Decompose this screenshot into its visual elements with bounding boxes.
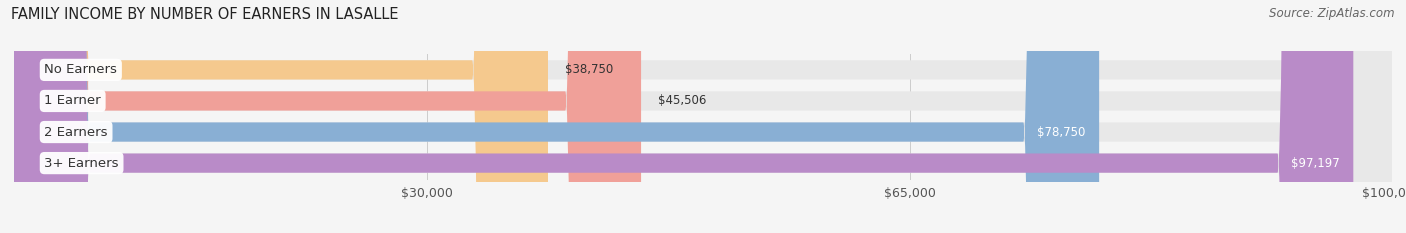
Text: $38,750: $38,750 (565, 63, 613, 76)
FancyBboxPatch shape (14, 0, 1099, 233)
Text: $97,197: $97,197 (1291, 157, 1340, 170)
Text: Source: ZipAtlas.com: Source: ZipAtlas.com (1270, 7, 1395, 20)
Text: 2 Earners: 2 Earners (45, 126, 108, 139)
Text: $45,506: $45,506 (658, 94, 706, 107)
FancyBboxPatch shape (14, 0, 1392, 233)
FancyBboxPatch shape (14, 0, 641, 233)
FancyBboxPatch shape (14, 0, 1354, 233)
FancyBboxPatch shape (14, 0, 548, 233)
FancyBboxPatch shape (14, 0, 1392, 233)
Text: $78,750: $78,750 (1038, 126, 1085, 139)
FancyBboxPatch shape (14, 0, 1392, 233)
Text: FAMILY INCOME BY NUMBER OF EARNERS IN LASALLE: FAMILY INCOME BY NUMBER OF EARNERS IN LA… (11, 7, 399, 22)
Text: 3+ Earners: 3+ Earners (45, 157, 120, 170)
Text: No Earners: No Earners (45, 63, 117, 76)
Text: 1 Earner: 1 Earner (45, 94, 101, 107)
FancyBboxPatch shape (14, 0, 1392, 233)
